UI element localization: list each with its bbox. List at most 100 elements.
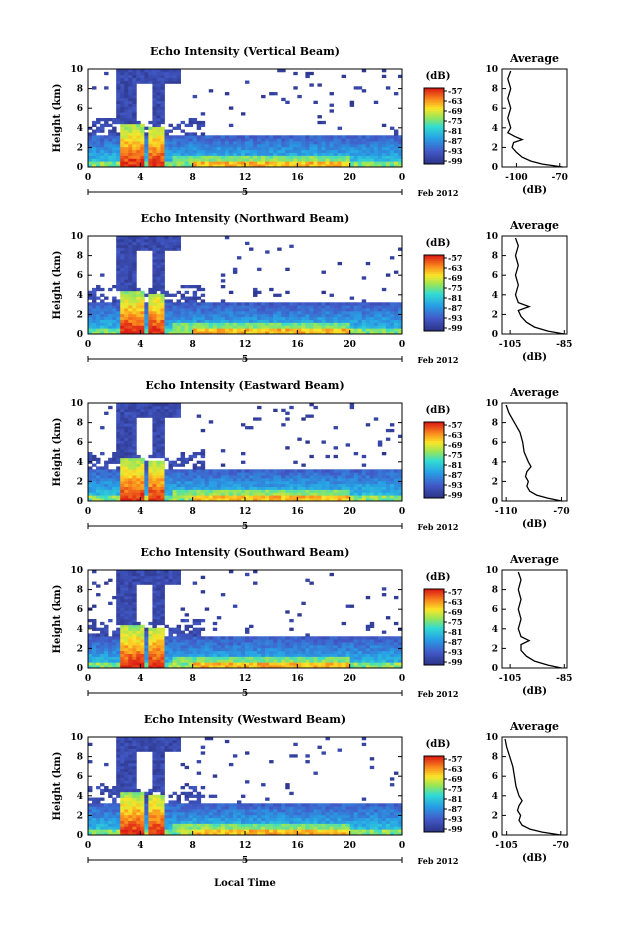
heatmap-cell [305,642,310,646]
heatmap-cell [92,644,97,649]
heatmap-cell [88,486,93,490]
heatmap-cell [100,325,105,329]
y-tick-label: 0 [77,330,83,340]
heatmap-cell [228,308,234,312]
profile-x-tick-label: -85 [556,340,572,350]
heatmap-cell [152,129,157,133]
heatmap-cell [257,477,262,482]
heatmap-cell [144,308,149,312]
colorbar-segment [424,156,444,159]
heatmap-cell [397,498,403,502]
heatmap-cell [261,477,266,482]
heatmap-cell [148,146,153,151]
heatmap-cell [120,259,125,263]
heatmap-cell [140,405,145,410]
heatmap-cell [325,489,330,493]
heatmap-cell [261,639,266,643]
heatmap-cell [188,457,194,462]
colorbar-segment [424,456,444,459]
y-tick-label: 6 [77,438,83,448]
heatmap-cell [301,316,306,320]
heatmap-cell [148,639,153,643]
heatmap-cell [365,319,371,323]
heatmap-cell [317,489,322,493]
heatmap-cell [172,293,177,297]
heatmap-cell [172,69,177,73]
heatmap-cell [208,331,214,335]
heatmap-cell [204,607,210,611]
heatmap-cell [313,143,318,148]
heatmap-cell [140,624,145,629]
heatmap-cell [365,331,371,335]
heatmap-cell [249,653,254,657]
heatmap-cell [124,613,129,617]
heatmap-cell [273,146,278,151]
heatmap-cell [176,403,181,407]
panel-title: Echo Intensity (Vertical Beam) [150,45,340,58]
heatmap-cell [140,241,145,246]
heatmap-cell [341,662,347,666]
heatmap-cell [120,126,125,130]
heatmap-cell [136,77,141,81]
heatmap-cell [389,158,395,162]
heatmap-cell [240,149,246,153]
heatmap-cell [212,143,218,148]
heatmap-cell [228,492,234,496]
heatmap-cell [289,305,294,309]
heatmap-cell [245,426,250,430]
heatmap-cell [88,472,93,476]
heatmap-cell [261,659,266,663]
heatmap-cell [196,633,202,637]
heatmap-cell [124,650,129,654]
heatmap-cell [224,469,230,473]
heatmap-cell [120,423,125,427]
heatmap-cell [269,489,274,493]
heatmap-cell [281,636,286,640]
heatmap-cell [228,138,234,142]
heatmap-cell [333,644,338,649]
heatmap-cell [172,656,177,660]
heatmap-cell [120,92,125,96]
heatmap-cell [232,495,238,499]
heatmap-cell [188,299,194,303]
heatmap-cell [140,123,145,128]
heatmap-cell [309,665,314,669]
heatmap-cell [333,662,338,666]
heatmap-cell [128,469,133,473]
heatmap-cell [180,633,186,637]
heatmap-cell [172,570,177,574]
heatmap-cell [337,486,343,490]
heatmap-cell [180,152,186,156]
heatmap-cell [236,495,242,499]
heatmap-cell [152,437,157,441]
heatmap-cell [156,299,161,303]
heatmap-cell [224,310,230,315]
colorbar-segment [424,486,444,489]
heatmap-cell [184,146,190,151]
heatmap-cell [156,581,161,585]
heatmap-cell [168,653,173,657]
heatmap-cell [353,656,359,660]
heatmap-cell [325,653,330,657]
heatmap-cell [168,411,173,415]
heatmap-cell [265,644,270,649]
heatmap-cell [112,331,117,335]
heatmap-cell [269,636,274,640]
heatmap-cell [176,498,181,502]
heatmap-cell [164,575,169,580]
heatmap-cell [289,308,294,312]
heatmap-cell [337,135,343,139]
heatmap-cell [305,414,310,418]
heatmap-cell [176,74,181,79]
heatmap-cell [385,308,391,312]
heatmap-cell [156,97,161,102]
heatmap-cell [128,71,133,76]
heatmap-cell [152,423,157,427]
heatmap-cell [172,489,177,493]
heatmap-cell [208,639,214,643]
heatmap-cell [253,653,258,657]
heatmap-cell [108,639,113,643]
colorbar-tick-label: -81 [448,460,462,470]
heatmap-cell [397,146,403,151]
heatmap-cell [224,483,230,487]
